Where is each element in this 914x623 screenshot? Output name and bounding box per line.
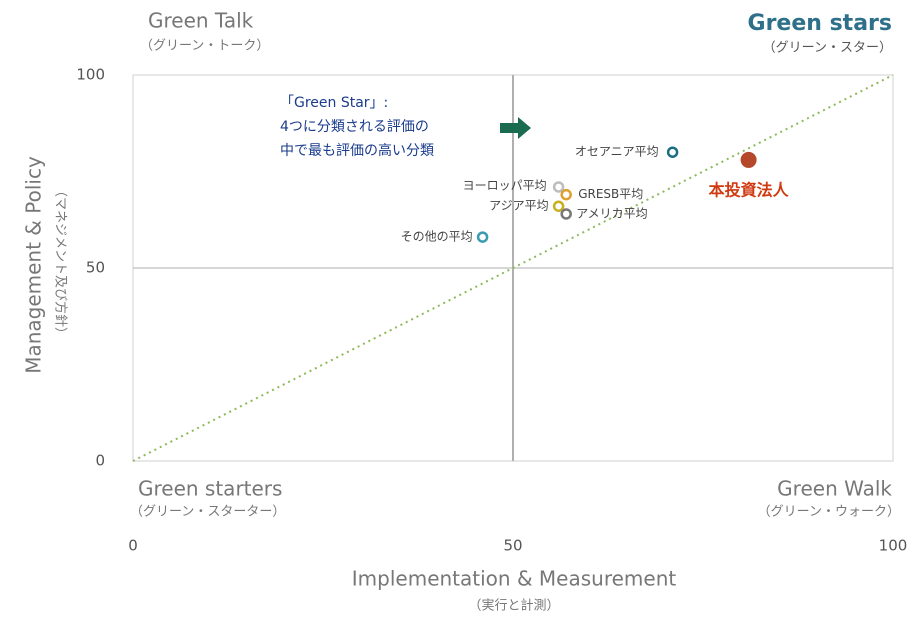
annotation: 中で最も評価の高い分類 <box>280 142 434 159</box>
diagonal <box>132 74 894 462</box>
point-label: 本投資法人 <box>709 180 790 199</box>
point <box>560 188 572 201</box>
quadrant-subtitle: （グリーン・スターター） <box>130 505 285 520</box>
point-label: GRESB平均 <box>578 187 643 201</box>
quadrant-title: Green starters <box>138 477 282 501</box>
x-tick-label: 50 <box>503 537 522 555</box>
y-tick-label: 100 <box>76 66 105 84</box>
y-tick-label: 0 <box>95 452 105 470</box>
annotation: 「Green Star」: <box>280 95 388 111</box>
point-label: オセアニア平均 <box>575 145 659 159</box>
quadrant-subtitle: （グリーン・ウォーク） <box>758 505 900 520</box>
point-label: ヨーロッパ平均 <box>463 178 547 192</box>
quadrant-title: Green Talk <box>148 9 254 33</box>
x-tick-label: 100 <box>879 537 908 555</box>
point <box>552 181 565 193</box>
y-tick-label: 50 <box>86 259 105 277</box>
point <box>552 200 565 212</box>
point-label: アジア平均 <box>489 199 549 213</box>
point <box>476 231 489 243</box>
point <box>740 151 757 168</box>
point-label: アメリカ平均 <box>576 206 647 220</box>
annotation: 4つに分類される評価の <box>280 119 429 135</box>
point <box>560 208 572 220</box>
annotation-arrow <box>500 117 531 139</box>
quadrant-title: Green stars <box>748 11 892 36</box>
y-axis-sublabel: （マネジメント及び方針） <box>53 184 69 340</box>
point <box>666 146 679 158</box>
y-axis-label: Management & Policy <box>22 156 46 374</box>
quadrant-title: Green Walk <box>777 477 892 501</box>
quadrant-subtitle: （グリーン・スター） <box>763 41 892 56</box>
quadrant-subtitle: （グリーン・トーク） <box>140 39 269 54</box>
x-tick-label: 0 <box>128 537 138 555</box>
point-label: その他の平均 <box>401 230 473 244</box>
x-axis-sublabel: （実行と計測） <box>468 598 559 614</box>
x-axis-label: Implementation & Measurement <box>352 567 677 591</box>
